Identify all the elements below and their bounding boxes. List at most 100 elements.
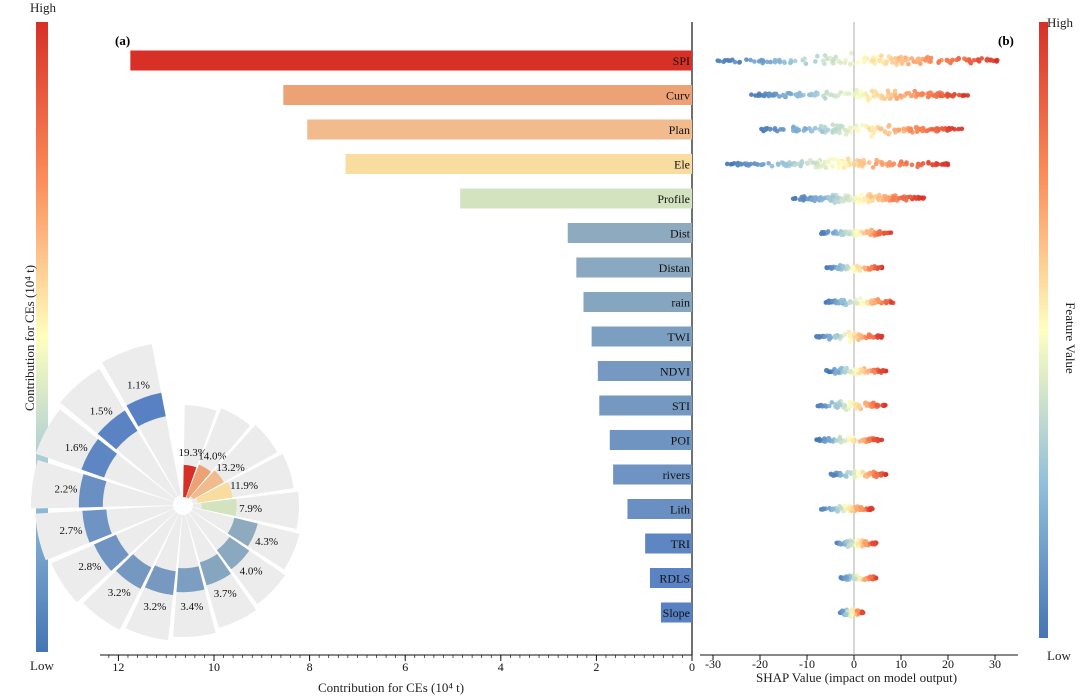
shap-point-Curv [925,91,931,96]
shap-point-Ele [870,165,876,170]
rose-slice-3 [196,482,233,503]
right-colorbar-high: High [1047,15,1073,30]
bar-TWI [591,326,692,347]
rose-slice-2 [190,470,224,500]
shap-point-Ele [825,159,830,164]
shap-point-SPI [848,50,854,56]
shap-point-RDLS [862,577,868,582]
rose-slice-16 [126,392,166,427]
shap-point-SPI [894,60,900,65]
shap-point-Ele [799,159,805,164]
shap-point-Curv [777,94,782,99]
shap-point-rivers [874,471,879,476]
shap-point-Curv [935,91,940,96]
bar-Distan [576,257,692,278]
shap-point-Ele [930,162,935,168]
shap-point-SPI [855,60,861,65]
shap-point-SPI [936,59,942,64]
shap-point-SPI [928,59,933,64]
shap-point-Ele [805,161,810,167]
shap-point-Curv [812,93,817,98]
shap-point-rivers [844,474,849,479]
shap-point-STI [827,403,832,409]
shap-point-NDVI [872,370,877,375]
shap-point-Dist [840,232,846,237]
shap-point-Curv [962,93,968,98]
shap-point-Profile [901,196,906,202]
shap-point-POI [850,438,856,443]
shap-point-SPI [898,54,904,60]
shap-point-SPI [925,54,930,60]
shap-point-SPI [725,57,731,63]
rose-slice-4 [201,498,237,517]
shap-point-Distan [855,263,860,269]
shap-point-Profile [897,195,902,201]
shap-point-Profile [891,195,897,201]
shap-point-Plan [945,127,951,133]
rose-slice-6 [216,536,250,570]
shap-point-Lith [859,507,864,513]
bar-POI [609,430,692,450]
panel-a-tag: (a) [115,33,130,48]
shap-point-STI [829,400,835,405]
panel-b-tick-label: 30 [989,657,1001,671]
shap-point-Curv [915,92,921,98]
shap-point-Ele [769,163,775,169]
shap-point-Ele [783,163,789,169]
rose-slice-9 [144,565,176,596]
shap-point-SPI [803,61,809,66]
shap-point-STI [863,400,868,405]
panel-a-xlabel: Contribution for CEs (10⁴ t) [318,680,465,695]
rose-slice-1 [186,464,211,499]
shap-point-SPI [777,59,783,65]
shap-point-STI [847,399,853,405]
bar-Curv [283,85,692,105]
shap-point-Plan [836,125,842,131]
shap-point-Plan [791,124,796,130]
right-colorbar-low: Low [1047,648,1071,663]
rose-slice-15 [97,410,138,450]
shap-point-SPI [792,58,798,64]
shap-point-Dist [883,230,888,236]
shap-point-SPI [772,59,778,65]
shap-point-SPI [717,58,722,64]
shap-point-STI [883,402,888,408]
shap-point-Profile [885,195,891,201]
shap-point-SPI [976,57,981,63]
shap-point-Ele [891,161,897,167]
shap-point-rain [889,299,894,305]
shap-point-SPI [954,57,960,63]
shap-point-Plan [941,127,946,132]
shap-point-SPI [962,56,967,61]
shap-point-TWI [853,335,858,340]
shap-point-Curv [833,94,838,99]
shap-point-Ele [724,161,730,167]
panel-a-tick-label: 10 [208,660,220,674]
shap-point-SPI [732,59,738,65]
shap-point-Ele [857,162,862,168]
shap-point-SPI [768,59,773,65]
shap-point-Plan [860,123,865,128]
shap-point-rain [847,300,853,306]
shap-point-SPI [890,60,895,65]
shap-point-Plan [929,127,935,132]
shap-point-TWI [857,333,863,339]
shap-point-SPI [752,59,757,64]
shap-point-Dist [861,230,867,236]
shap-point-Lith [846,505,852,511]
shap-point-Plan [830,122,836,127]
shap-point-Distan [835,266,840,271]
shap-point-Plan [896,127,902,133]
shap-point-Ele [880,162,885,168]
shap-point-TWI [832,333,838,339]
shap-point-SPI [820,58,826,64]
panel-b-xlabel: SHAP Value (impact on model output) [756,670,958,685]
shap-point-Ele [898,159,904,164]
shap-point-Distan [869,264,875,270]
shap-point-Curv [892,91,898,97]
shap-point-SPI [909,56,915,61]
shap-point-SPI [886,54,892,59]
panel-b-tick-label: -20 [752,657,768,671]
shap-point-TRI [855,541,861,546]
panel-b-beeswarm [715,50,1000,620]
